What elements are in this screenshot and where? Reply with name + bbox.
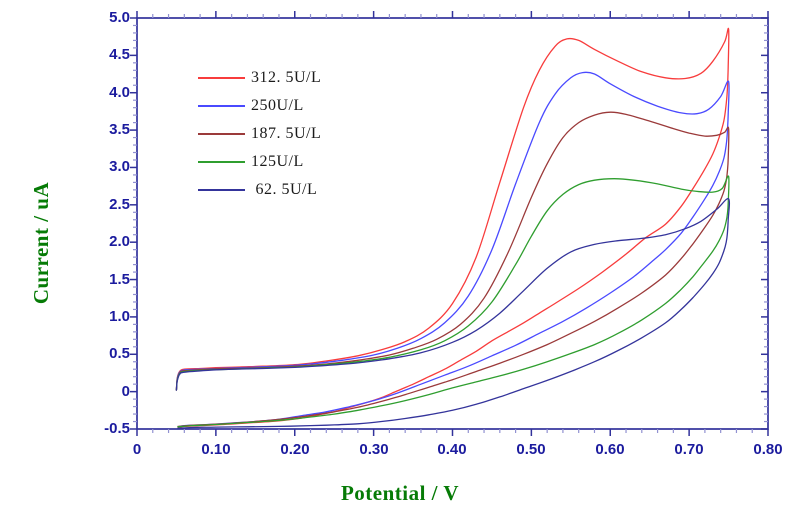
y-tick-label: 4.0 xyxy=(109,84,130,101)
y-tick-label: 0 xyxy=(121,383,130,400)
y-tick-label: 3.5 xyxy=(109,121,130,138)
y-tick-label: 2.5 xyxy=(109,196,130,213)
legend-label: 62. 5U/L xyxy=(251,181,318,198)
x-tick-label: 0.30 xyxy=(359,441,389,458)
legend-entry: 312. 5U/L xyxy=(198,64,321,92)
y-tick-label: 1.5 xyxy=(109,271,130,288)
x-tick-label: 0 xyxy=(132,441,142,458)
x-tick-label: 0.80 xyxy=(753,441,783,458)
legend-entry: 250U/L xyxy=(198,92,321,120)
x-tick-label: 0.70 xyxy=(674,441,704,458)
x-tick-label: 0.40 xyxy=(437,441,467,458)
legend-line-swatch xyxy=(198,161,245,163)
x-tick-label: 0.10 xyxy=(201,441,231,458)
y-tick-label: 0.5 xyxy=(109,345,130,362)
legend-label: 125U/L xyxy=(251,153,304,170)
legend-line-swatch xyxy=(198,77,245,79)
y-tick-label: 5.0 xyxy=(109,9,130,26)
legend-label: 312. 5U/L xyxy=(251,69,322,86)
legend-entry: 187. 5U/L xyxy=(198,120,321,148)
y-tick-label: 2.0 xyxy=(109,233,130,250)
x-axis-title: Potential / V xyxy=(340,481,460,505)
x-tick-label: 0.20 xyxy=(280,441,310,458)
y-axis-title: Current / uA xyxy=(29,181,53,305)
x-tick-label: 0.60 xyxy=(595,441,625,458)
legend: 312. 5U/L 250U/L 187. 5U/L 125U/L 62. 5U… xyxy=(198,64,321,204)
legend-label: 187. 5U/L xyxy=(251,125,322,142)
legend-line-swatch xyxy=(198,105,245,107)
x-tick-label: 0.50 xyxy=(516,441,546,458)
legend-line-swatch xyxy=(198,133,245,135)
y-tick-label: -0.5 xyxy=(104,420,130,437)
legend-line-swatch xyxy=(198,189,245,191)
legend-label: 250U/L xyxy=(251,97,304,114)
y-tick-label: 3.0 xyxy=(109,158,130,175)
legend-entry: 125U/L xyxy=(198,148,321,176)
y-tick-label: 1.0 xyxy=(109,308,130,325)
legend-entry: 62. 5U/L xyxy=(198,176,321,204)
y-tick-label: 4.5 xyxy=(109,46,130,63)
